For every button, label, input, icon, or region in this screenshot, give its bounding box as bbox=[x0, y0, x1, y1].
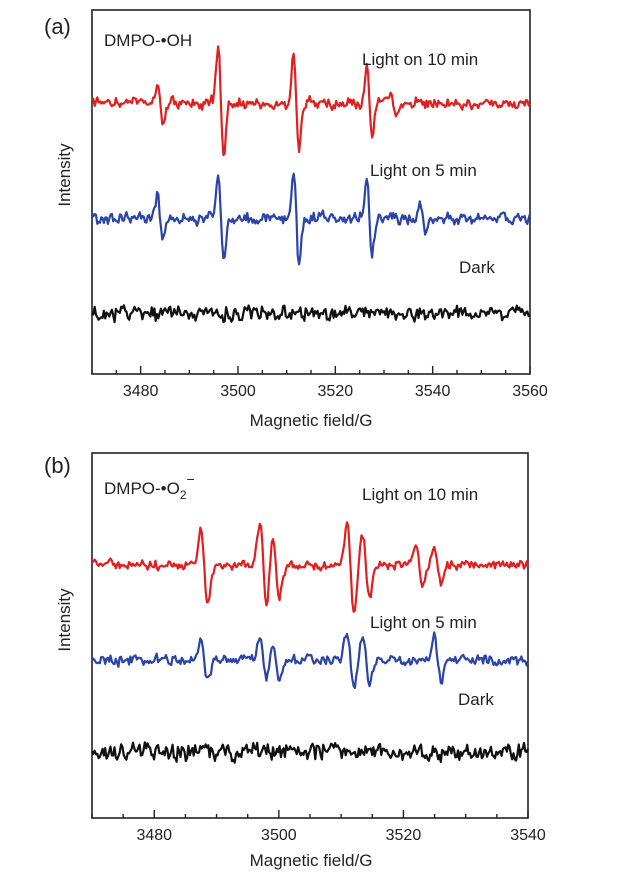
panel-a-species-label: DMPO-•OH bbox=[104, 31, 192, 50]
x-tick-label: 3480 bbox=[123, 383, 159, 400]
series-line-light-on-10-min bbox=[91, 45, 531, 157]
series-line-light-on-5-min bbox=[91, 172, 532, 266]
x-tick-label: 3540 bbox=[510, 827, 546, 844]
panel-a-series-label-5min: Light on 5 min bbox=[370, 161, 477, 180]
panel-b-plot-frame bbox=[91, 452, 529, 819]
series-line-light-on-5-min bbox=[91, 631, 530, 690]
panel-a: (a) DMPO-•OH Intensity Magnetic field/G … bbox=[44, 9, 548, 430]
panel-a-label: (a) bbox=[44, 14, 71, 39]
panel-b-label: (b) bbox=[44, 453, 71, 478]
series-line-light-on-10-min bbox=[91, 521, 530, 613]
panel-b-series-label-5min: Light on 5 min bbox=[370, 613, 477, 632]
x-tick-label: 3500 bbox=[261, 827, 297, 844]
panel-b-ylabel: Intensity bbox=[55, 588, 74, 652]
panel-a-x-axis: 3480 3500 3520 3540 3560 bbox=[91, 366, 548, 400]
panel-b-series-label-dark: Dark bbox=[458, 690, 494, 709]
x-tick-label: 3560 bbox=[512, 383, 548, 400]
panel-a-series-label-10min: Light on 10 min bbox=[362, 50, 478, 69]
x-tick-label: 3500 bbox=[220, 383, 256, 400]
x-tick-label: 3480 bbox=[136, 827, 172, 844]
panel-b-traces bbox=[91, 521, 530, 764]
series-line-dark bbox=[91, 741, 529, 764]
x-tick-label: 3540 bbox=[415, 383, 451, 400]
panel-b-species-label: DMPO-•O2− bbox=[104, 471, 195, 502]
x-tick-label: 3520 bbox=[318, 383, 354, 400]
panel-b-x-axis: 3480 3500 3520 3540 bbox=[91, 810, 546, 844]
series-line-dark bbox=[91, 304, 531, 324]
panel-b-series-label-10min: Light on 10 min bbox=[362, 485, 478, 504]
panel-b: (b) DMPO-•O2− Intensity Magnetic field/G… bbox=[44, 452, 546, 870]
panel-a-series-label-dark: Dark bbox=[459, 258, 495, 277]
panel-a-traces bbox=[91, 45, 532, 324]
panel-a-ylabel: Intensity bbox=[55, 143, 74, 207]
x-tick-label: 3520 bbox=[386, 827, 422, 844]
panel-a-xlabel: Magnetic field/G bbox=[250, 411, 373, 430]
panel-b-xlabel: Magnetic field/G bbox=[250, 851, 373, 870]
